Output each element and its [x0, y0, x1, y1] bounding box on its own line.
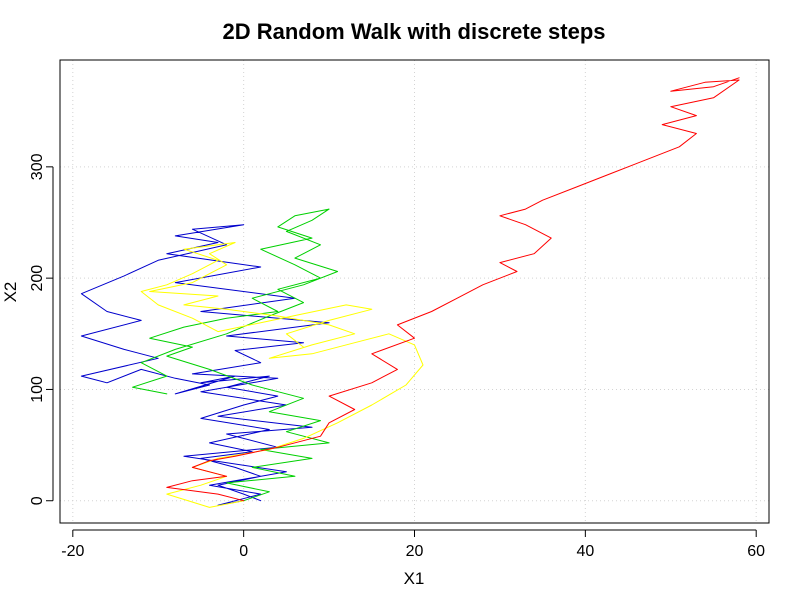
x-axis-label: X1: [404, 569, 425, 588]
walk-path-yellow: [140, 242, 424, 508]
x-tick-label-2: 20: [406, 543, 424, 560]
x-tick-label-1: 0: [239, 543, 248, 560]
grid: [60, 60, 769, 523]
plot-frame: [59, 59, 770, 524]
chart-title: 2D Random Walk with discrete steps: [222, 19, 605, 44]
walk-series: [80, 77, 740, 508]
x-axis: -20 0 20 40 60: [61, 529, 765, 560]
y-axis: 0 100 200 300: [29, 153, 54, 505]
y-tick-label-1: 100: [29, 376, 46, 403]
walk-path-red: [166, 77, 740, 502]
y-tick-label-2: 200: [29, 265, 46, 292]
walk-path-blue: [80, 224, 330, 506]
x-tick-label-4: 60: [747, 543, 765, 560]
walk-path-green: [132, 208, 339, 502]
y-tick-label-3: 300: [29, 153, 46, 180]
x-tick-label-3: 40: [576, 543, 594, 560]
y-tick-label-0: 0: [29, 496, 46, 505]
y-axis-label: X2: [1, 282, 20, 303]
x-tick-label-0: -20: [61, 543, 84, 560]
